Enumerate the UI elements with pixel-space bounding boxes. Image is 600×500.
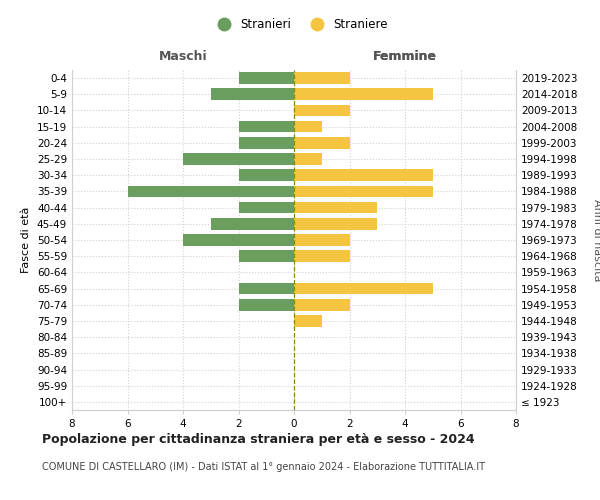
Bar	[239, 299, 294, 310]
Bar	[294, 299, 350, 310]
Text: COMUNE DI CASTELLARO (IM) - Dati ISTAT al 1° gennaio 2024 - Elaborazione TUTTITA: COMUNE DI CASTELLARO (IM) - Dati ISTAT a…	[42, 462, 485, 472]
Bar	[239, 170, 294, 181]
Text: Femmine: Femmine	[373, 50, 437, 63]
Legend: Stranieri, Straniere: Stranieri, Straniere	[207, 14, 393, 36]
Bar	[294, 234, 350, 246]
Y-axis label: Anni di nascita: Anni di nascita	[592, 198, 600, 281]
Text: Femmine: Femmine	[373, 50, 437, 63]
Text: Popolazione per cittadinanza straniera per età e sesso - 2024: Popolazione per cittadinanza straniera p…	[42, 432, 475, 446]
Bar	[294, 202, 377, 213]
Bar	[239, 250, 294, 262]
Bar	[294, 104, 350, 117]
Bar	[239, 282, 294, 294]
Bar	[211, 218, 294, 230]
Bar	[239, 202, 294, 213]
Bar	[211, 88, 294, 100]
Bar	[183, 234, 294, 246]
Bar	[294, 170, 433, 181]
Bar	[294, 88, 433, 100]
Text: Maschi: Maschi	[158, 50, 208, 63]
Y-axis label: Fasce di età: Fasce di età	[22, 207, 31, 273]
Bar	[294, 315, 322, 327]
Bar	[239, 72, 294, 84]
Bar	[294, 186, 433, 198]
Bar	[294, 153, 322, 165]
Bar	[294, 218, 377, 230]
Bar	[183, 153, 294, 165]
Bar	[294, 282, 433, 294]
Bar	[239, 121, 294, 132]
Bar	[239, 137, 294, 148]
Bar	[128, 186, 294, 198]
Bar	[294, 121, 322, 132]
Bar	[294, 250, 350, 262]
Bar	[294, 72, 350, 84]
Bar	[294, 137, 350, 148]
